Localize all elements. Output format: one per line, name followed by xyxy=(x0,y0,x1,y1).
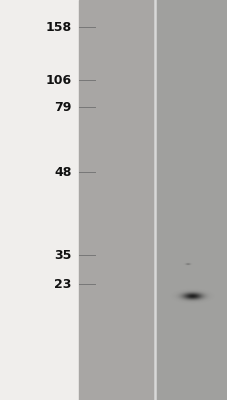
Text: 158: 158 xyxy=(45,21,72,34)
Bar xyxy=(0,0,78,400)
Text: 79: 79 xyxy=(54,101,72,114)
Text: 48: 48 xyxy=(54,166,72,178)
Bar xyxy=(154,0,227,400)
Bar xyxy=(78,0,154,400)
Text: 35: 35 xyxy=(54,249,72,262)
Text: 23: 23 xyxy=(54,278,72,290)
Text: 106: 106 xyxy=(45,74,72,86)
